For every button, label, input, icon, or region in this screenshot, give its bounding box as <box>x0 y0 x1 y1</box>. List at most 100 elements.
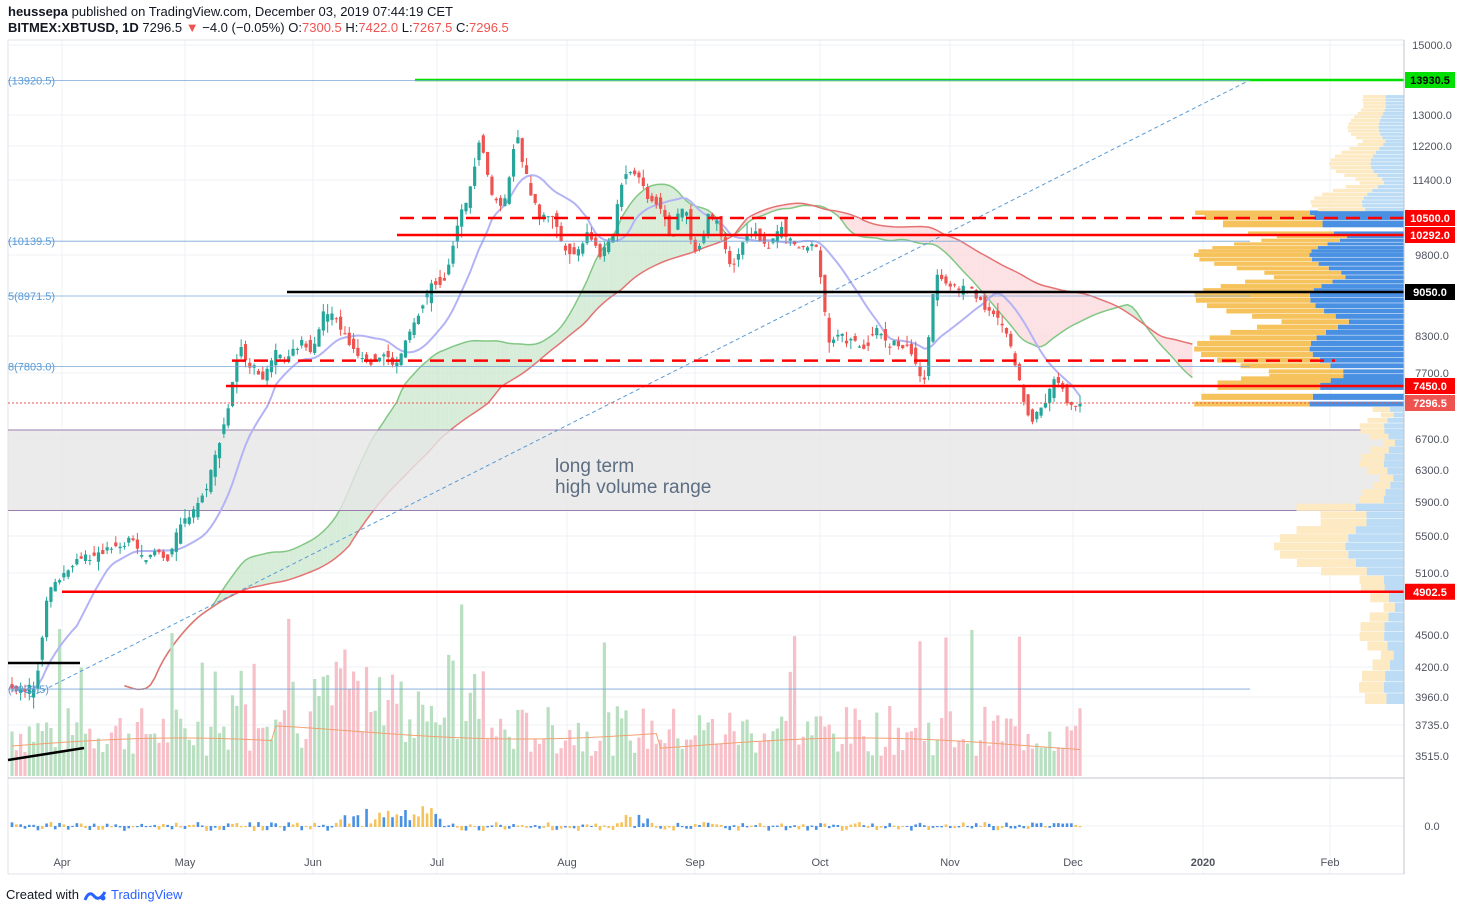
osc-bar <box>239 826 243 828</box>
cloud-segment <box>483 340 488 407</box>
tradingview-brand[interactable]: TradingView <box>110 887 183 902</box>
osc-bar <box>326 826 329 831</box>
cloud-segment <box>638 190 644 275</box>
annotation-line-1: long term <box>555 456 634 477</box>
candle-body <box>944 276 948 284</box>
osc-bar <box>261 826 265 831</box>
candle-body <box>122 545 127 547</box>
chart-header: heussepa published on TradingView.com, D… <box>8 4 509 36</box>
candle-body <box>931 294 935 342</box>
osc-bar <box>836 825 840 827</box>
profile-bar-sell <box>1383 439 1395 447</box>
author-name[interactable]: heussepa <box>8 4 68 19</box>
candle-body <box>978 296 983 300</box>
candle-body <box>230 381 235 407</box>
profile-bar-sell <box>1347 125 1379 129</box>
cloud-segment <box>513 343 518 379</box>
osc-bar <box>758 822 762 827</box>
profile-bar-buy <box>1332 279 1404 284</box>
cloud-segment <box>535 342 540 364</box>
cloud-segment <box>613 227 618 296</box>
cloud-segment <box>1084 293 1089 320</box>
candle-body <box>395 362 399 367</box>
candle-body <box>905 344 909 346</box>
volume-bar <box>909 731 913 776</box>
profile-bar-buy <box>1384 423 1404 429</box>
candle-body <box>896 341 900 347</box>
cloud-segment <box>984 255 990 300</box>
profile-bar-sell <box>1359 575 1385 584</box>
candle-body <box>32 688 36 698</box>
volume-bar <box>209 726 213 776</box>
volume-bar <box>19 733 23 776</box>
osc-bar <box>378 812 381 827</box>
osc-bar <box>581 824 585 827</box>
profile-bar-sell <box>1320 519 1367 527</box>
volume-bar <box>896 727 900 776</box>
profile-bar-sell <box>1380 650 1394 661</box>
volume-bar <box>1017 636 1022 776</box>
osc-bar <box>961 822 965 827</box>
volume-bar <box>775 728 779 776</box>
price-tick: 12200.0 <box>1412 141 1452 153</box>
volume-bar <box>373 710 377 776</box>
volume-bar <box>148 734 152 776</box>
profile-bar-buy <box>1383 111 1404 115</box>
osc-bar <box>776 825 779 827</box>
osc-bar <box>1013 826 1017 829</box>
tradingview-logo-icon[interactable] <box>83 888 107 902</box>
volume-bar <box>758 741 762 776</box>
osc-bar <box>460 826 463 831</box>
cloud-segment <box>881 225 886 241</box>
candle-body <box>1039 407 1043 416</box>
candle-body <box>793 240 797 245</box>
cloud-segment <box>1010 269 1016 331</box>
profile-bar-sell <box>1245 279 1333 284</box>
osc-bar <box>62 824 66 827</box>
osc-bar <box>629 817 632 827</box>
profile-bar-sell <box>1317 207 1366 212</box>
profile-bar-buy <box>1384 428 1404 434</box>
price-tick: 3960.0 <box>1415 692 1449 704</box>
osc-bar <box>417 816 420 827</box>
profile-bar-buy <box>1378 122 1404 126</box>
profile-bar-sell <box>1350 118 1381 122</box>
volume-bar <box>844 707 849 776</box>
profile-bar-sell <box>1360 622 1385 632</box>
candle-body <box>135 539 139 549</box>
level-tag: 10292.0 <box>1410 230 1450 242</box>
osc-bar <box>97 826 100 830</box>
level-tag-bg <box>1405 284 1455 300</box>
profile-bar-buy <box>1384 108 1404 112</box>
osc-bar <box>421 806 425 827</box>
volume-bar <box>875 712 879 776</box>
volume-bar <box>109 732 114 776</box>
profile-bar-buy <box>1313 288 1404 293</box>
candle-body <box>1030 409 1035 422</box>
volume-bar <box>468 692 472 776</box>
volume-bar <box>79 667 83 776</box>
osc-bar <box>187 825 191 827</box>
volume-bar <box>101 752 105 776</box>
candle-body <box>550 215 555 217</box>
price-tick: 15000.0 <box>1412 40 1452 52</box>
cloud-segment <box>902 226 908 240</box>
cloud-segment <box>236 564 242 594</box>
osc-bar <box>105 823 109 827</box>
cloud-segment <box>980 253 985 295</box>
volume-bar <box>961 738 965 776</box>
volume-bar <box>970 629 974 776</box>
cloud-segment <box>314 535 319 571</box>
volume-bar <box>914 727 918 776</box>
osc-bar <box>114 824 118 827</box>
cloud-segment <box>889 226 895 241</box>
volume-bar <box>745 719 749 776</box>
osc-bar <box>533 825 537 827</box>
cloud-segment <box>444 348 449 436</box>
candle-body <box>92 552 96 556</box>
profile-bar-buy <box>1388 612 1404 622</box>
profile-bar-buy <box>1386 693 1404 704</box>
osc-bar <box>469 824 472 827</box>
volume-bar <box>615 706 619 776</box>
